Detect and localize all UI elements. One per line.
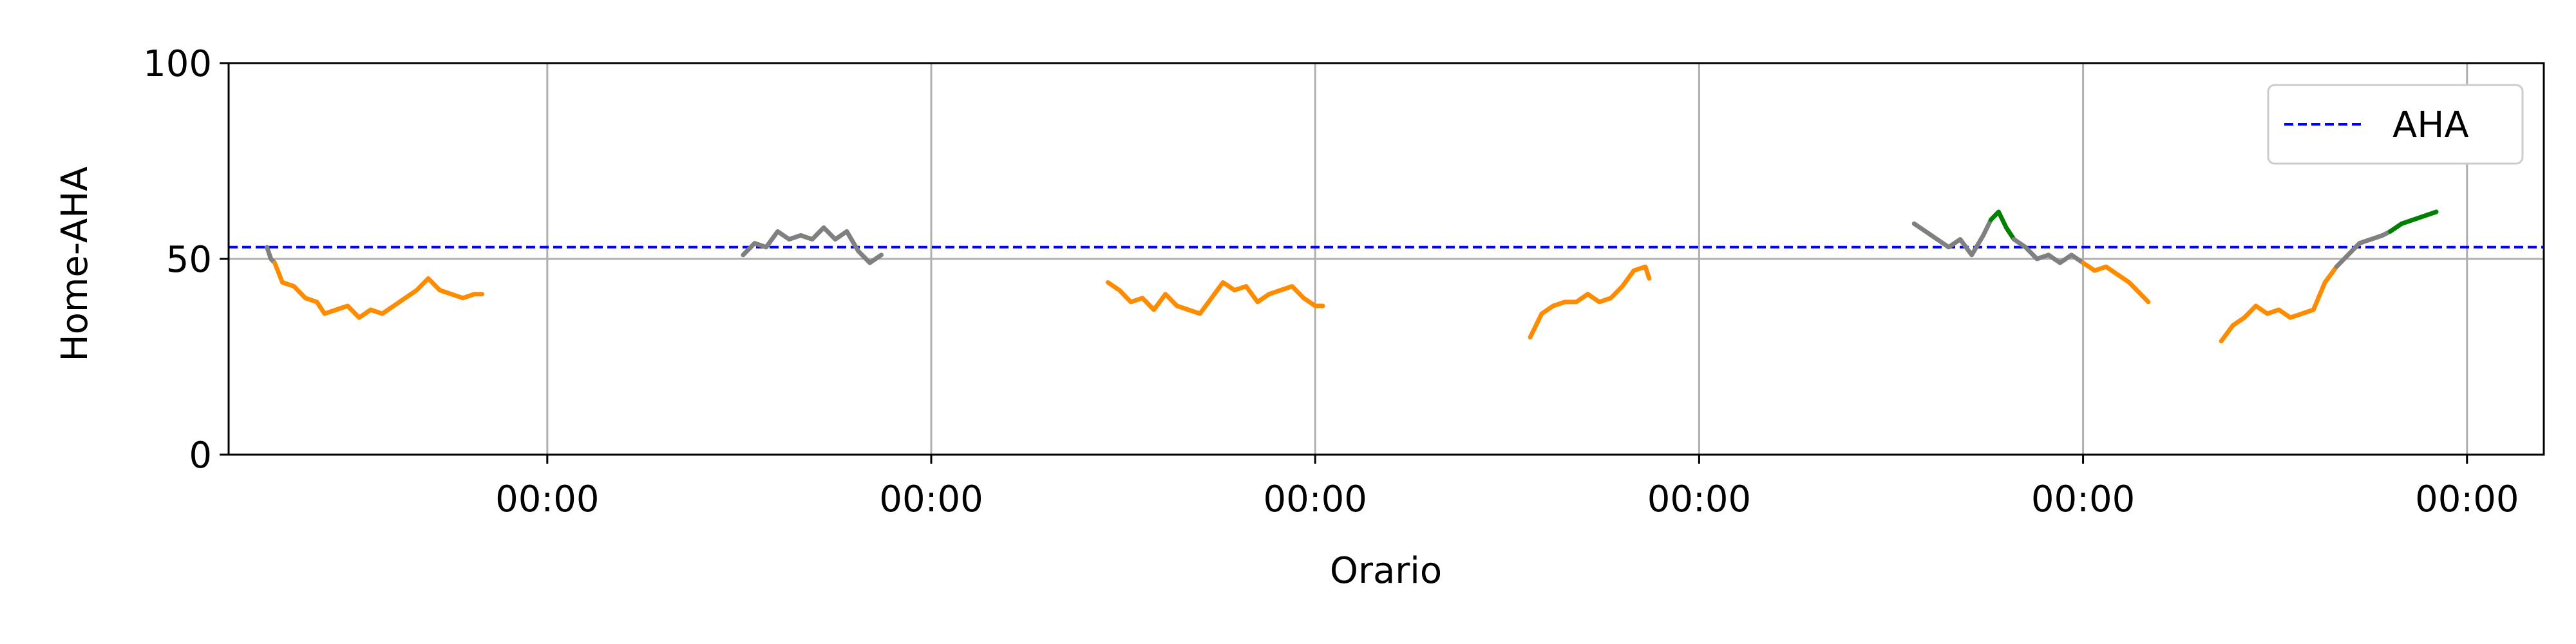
series-segment-orange-4 — [1528, 264, 1652, 340]
series-segment-green-6 — [1989, 209, 2016, 242]
series-segment-gray-2 — [741, 225, 884, 265]
y-axis-label: Home-AHA — [54, 166, 96, 361]
x-axis-label: Orario — [1330, 550, 1442, 592]
series-segment-gray-5 — [1911, 217, 1993, 258]
legend-box — [2267, 84, 2524, 165]
x-tick-label-4: 00:00 — [2031, 478, 2135, 520]
series-segment-gray-7 — [2011, 237, 2086, 265]
series-lines — [265, 209, 2439, 344]
y-tick-label-0: 0 — [189, 435, 212, 477]
x-tick-label-1: 00:00 — [879, 478, 983, 520]
series-segment-orange-9 — [2219, 264, 2339, 344]
y-ticks: 0 50 100 — [143, 43, 229, 477]
series-segment-orange-8 — [2081, 260, 2151, 305]
series-segment-gray-10 — [2334, 229, 2392, 269]
x-tick-label-2: 00:00 — [1264, 478, 1367, 520]
x-ticks: 00:00 00:00 00:00 00:00 00:00 00:00 — [495, 455, 2519, 520]
x-tick-label-5: 00:00 — [2415, 478, 2519, 520]
series-segment-green-11 — [2388, 209, 2439, 234]
y-tick-label-2: 100 — [143, 43, 212, 85]
legend-label-aha: AHA — [2392, 104, 2469, 146]
x-tick-label-0: 00:00 — [495, 478, 599, 520]
legend: AHA — [2267, 84, 2524, 165]
y-tick-label-1: 50 — [166, 239, 212, 281]
series-segment-orange-3 — [1105, 280, 1325, 316]
x-tick-label-3: 00:00 — [1647, 478, 1751, 520]
series-segment-orange-1 — [272, 260, 484, 320]
